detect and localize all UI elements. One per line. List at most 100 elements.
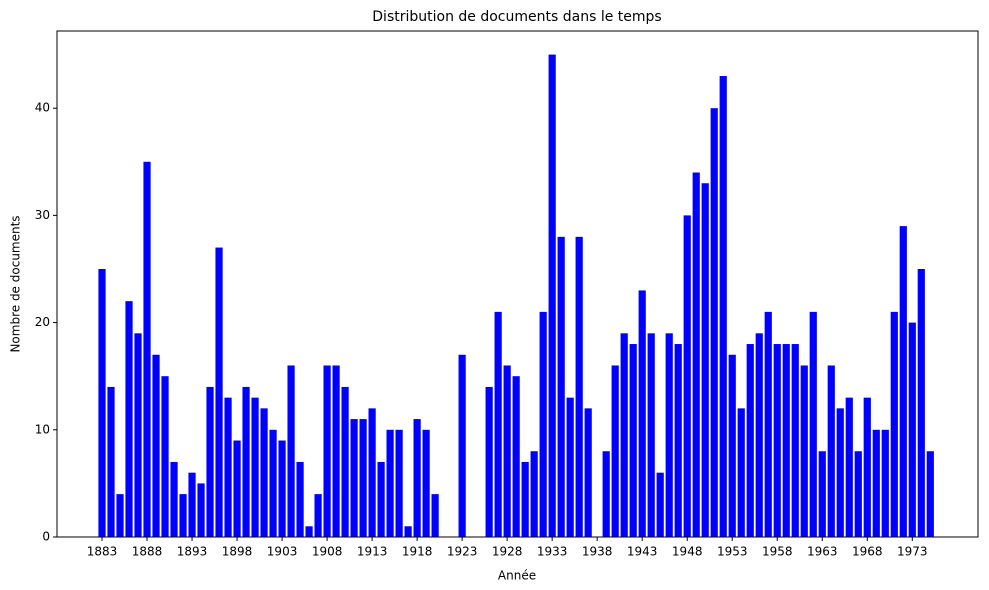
bar: [431, 494, 439, 537]
bar: [341, 386, 349, 537]
x-tick-label: 1948: [672, 545, 703, 559]
x-tick-label: 1953: [717, 545, 748, 559]
bar: [188, 472, 196, 537]
bar: [323, 365, 331, 537]
bar: [647, 333, 655, 537]
bar: [152, 354, 160, 537]
x-tick-label: 1958: [762, 545, 793, 559]
x-tick-label: 1973: [897, 545, 928, 559]
bar: [242, 386, 250, 537]
bar: [638, 290, 646, 537]
bar: [170, 461, 178, 537]
bar: [836, 408, 844, 537]
y-tick-label: 0: [42, 530, 50, 544]
bar: [845, 397, 853, 537]
bar: [818, 451, 826, 537]
bar: [269, 429, 277, 537]
bar: [809, 311, 817, 537]
bar: [98, 268, 106, 537]
x-tick-label: 1893: [177, 545, 208, 559]
bar: [881, 429, 889, 537]
bar: [332, 365, 340, 537]
bar: [584, 408, 592, 537]
bar: [611, 365, 619, 537]
bar: [620, 333, 628, 537]
x-tick-label: 1888: [132, 545, 163, 559]
bar: [215, 247, 223, 537]
bar: [719, 76, 727, 537]
bar: [701, 183, 709, 537]
x-tick-label: 1898: [222, 545, 253, 559]
bar: [764, 311, 772, 537]
chart-title: Distribution de documents dans le temps: [372, 9, 661, 25]
bar: [368, 408, 376, 537]
bar: [926, 451, 934, 537]
bar: [530, 451, 538, 537]
x-tick-label: 1963: [807, 545, 838, 559]
bar: [260, 408, 268, 537]
bar: [458, 354, 466, 537]
bar: [422, 429, 430, 537]
bar: [863, 397, 871, 537]
bar: [116, 494, 124, 537]
x-tick-label: 1928: [492, 545, 523, 559]
bar: [602, 451, 610, 537]
bar: [539, 311, 547, 537]
bar: [233, 440, 241, 537]
bar: [296, 461, 304, 537]
bar: [917, 268, 925, 537]
bar: [125, 301, 133, 537]
bar: [629, 344, 637, 537]
bar: [899, 226, 907, 537]
x-tick-label: 1938: [582, 545, 613, 559]
x-axis-label: Année: [498, 569, 536, 583]
bar: [359, 419, 367, 537]
bar: [773, 344, 781, 537]
bar: [782, 344, 790, 537]
bar: [728, 354, 736, 537]
bar: [503, 365, 511, 537]
bar: [350, 419, 358, 537]
bar: [755, 333, 763, 537]
x-tick-label: 1903: [267, 545, 298, 559]
bar: [206, 386, 214, 537]
bar: [386, 429, 394, 537]
y-tick-label: 10: [35, 422, 50, 436]
bar: [692, 172, 700, 537]
bar: [377, 461, 385, 537]
y-tick-label: 30: [35, 208, 50, 222]
bar: [287, 365, 295, 537]
bar: [305, 526, 313, 537]
bar: [512, 376, 520, 537]
bar: [134, 333, 142, 537]
bar: [710, 108, 718, 538]
x-tick-label: 1933: [537, 545, 568, 559]
x-tick-label: 1883: [87, 545, 118, 559]
x-tick-label: 1913: [357, 545, 388, 559]
plot-frame: [56, 30, 979, 538]
bar: [314, 494, 322, 537]
x-tick-label: 1908: [312, 545, 343, 559]
bar: [107, 386, 115, 537]
bar: [566, 397, 574, 537]
bar: [278, 440, 286, 537]
x-tick-label: 1918: [402, 545, 433, 559]
bar: [800, 365, 808, 537]
bar: [557, 236, 565, 537]
bar: [854, 451, 862, 537]
bar: [143, 161, 151, 537]
bar: [548, 54, 556, 537]
bar: [908, 322, 916, 537]
bar: [161, 376, 169, 537]
bar: [737, 408, 745, 537]
bar: [575, 236, 583, 537]
bar: [251, 397, 259, 537]
y-tick-label: 40: [35, 101, 50, 115]
bar: [521, 461, 529, 537]
bar: [656, 472, 664, 537]
bar: [224, 397, 232, 537]
y-tick-label: 20: [35, 315, 50, 329]
x-tick-label: 1968: [852, 545, 883, 559]
bar: [404, 526, 412, 537]
